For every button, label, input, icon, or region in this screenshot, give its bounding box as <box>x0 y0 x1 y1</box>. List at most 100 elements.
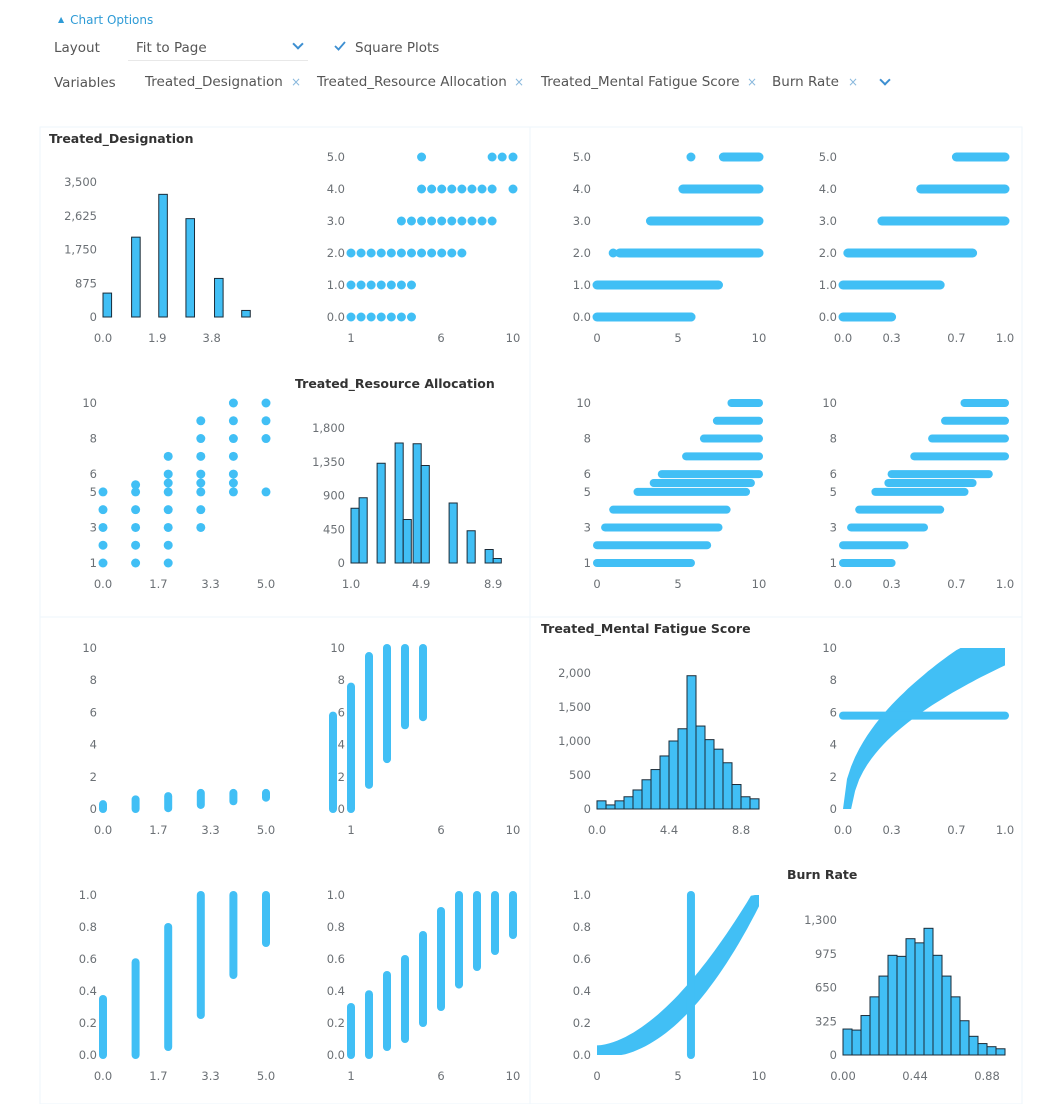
y-tick-label: 975 <box>815 947 837 961</box>
scatter-point <box>228 487 238 497</box>
histogram-bar <box>869 996 880 1056</box>
y-tick-label: 0 <box>338 556 345 570</box>
x-tick-label: 10 <box>506 1069 521 1083</box>
y-tick-label: 2.0 <box>819 246 837 260</box>
scatter-point <box>131 487 141 497</box>
y-tick-label: 4 <box>338 738 345 752</box>
x-tick-label: 5.0 <box>257 1069 275 1083</box>
x-tick-label: 8.9 <box>484 577 502 591</box>
scatter-point <box>356 248 366 258</box>
x-tick-label: 0.44 <box>902 1069 928 1083</box>
scatter-point <box>163 540 173 550</box>
variable-chip-burn-rate[interactable]: Burn Rate × <box>772 74 858 94</box>
x-tick-label: 0.0 <box>834 823 852 837</box>
y-tick-label: 3 <box>830 520 837 534</box>
histogram-bars <box>350 442 502 564</box>
scatter-point <box>477 216 487 226</box>
scatter-point <box>427 216 437 226</box>
histogram-bar <box>632 789 643 810</box>
square-plots-label: Square Plots <box>355 40 440 56</box>
x-tick-label: 0.7 <box>947 331 965 345</box>
x-tick-label: 0 <box>593 577 600 591</box>
variable-chip-label: Treated_Mental Fatigue Score <box>541 74 740 90</box>
layout-select[interactable]: Fit to Page <box>128 36 308 61</box>
remove-chip-icon[interactable]: × <box>848 75 859 89</box>
y-tick-label: 1.0 <box>819 278 837 292</box>
y-tick-label: 0.6 <box>327 952 345 966</box>
y-tick-label: 1 <box>90 556 97 570</box>
y-tick-label: 0.0 <box>327 1048 345 1062</box>
y-tick-label: 2.0 <box>573 246 591 260</box>
scatter-points <box>839 399 1009 567</box>
histogram-bar <box>131 236 141 318</box>
scatter-points <box>99 788 270 813</box>
scatter-point <box>437 216 447 226</box>
scatter-point <box>406 312 416 322</box>
scatter-point <box>131 540 141 550</box>
x-tick-label: 0.0 <box>94 1069 112 1083</box>
variable-chip-resource-allocation[interactable]: Treated_Resource Allocation × <box>317 74 524 94</box>
y-tick-label: 5 <box>90 485 97 499</box>
histogram-title: Treated_Mental Fatigue Score <box>541 621 751 637</box>
chart-options-toggle[interactable]: ▲ Chart Options <box>58 13 153 27</box>
scatter-point <box>437 248 447 258</box>
variable-chip-label: Treated_Designation <box>145 74 283 90</box>
x-tick-label: 10 <box>506 823 521 837</box>
y-tick-label: 0.6 <box>573 952 591 966</box>
histogram-bar <box>185 218 196 318</box>
y-tick-label: 1.0 <box>327 888 345 902</box>
y-tick-label: 1.0 <box>573 888 591 902</box>
histogram-bar <box>713 748 724 810</box>
scatter-point <box>196 434 206 444</box>
remove-chip-icon[interactable]: × <box>514 75 525 89</box>
scatter-point <box>131 480 141 490</box>
x-tick-label: 1.0 <box>342 577 360 591</box>
histogram-bar <box>358 497 368 564</box>
histogram-bar <box>484 549 494 564</box>
scatter-point <box>228 398 238 408</box>
scatter-point <box>508 152 518 162</box>
scatter-point <box>98 558 108 568</box>
y-tick-label: 0.8 <box>79 920 97 934</box>
histogram-bar <box>959 1020 970 1056</box>
x-tick-label: 0.0 <box>94 823 112 837</box>
histogram-bar <box>740 796 751 810</box>
histogram-title: Burn Rate <box>787 867 857 882</box>
cell-3-0: 0.0 0.2 0.4 0.6 0.8 1.0 0.0 1.7 3.3 5.0 <box>79 888 275 1083</box>
y-tick-label: 3.0 <box>819 214 837 228</box>
y-tick-label: 450 <box>323 522 345 536</box>
x-tick-label: 0.0 <box>834 331 852 345</box>
check-icon <box>334 41 346 51</box>
histogram-bar <box>448 502 458 564</box>
x-tick-label: 0.3 <box>882 331 900 345</box>
layout-label: Layout <box>54 40 100 56</box>
histogram-bar <box>158 193 168 318</box>
histogram-bar <box>596 800 607 810</box>
y-tick-label: 0 <box>90 310 97 324</box>
y-tick-label: 10 <box>822 641 837 655</box>
scatter-point <box>228 434 238 444</box>
histogram-bar <box>986 1046 997 1056</box>
remove-chip-icon[interactable]: × <box>747 75 758 89</box>
scatter-point <box>356 312 366 322</box>
y-tick-label: 0.8 <box>573 920 591 934</box>
histogram-bar <box>412 443 422 564</box>
scatter-point <box>228 451 238 461</box>
y-tick-label: 1,500 <box>558 700 591 714</box>
scatter-point <box>196 522 206 532</box>
variable-chip-mental-fatigue[interactable]: Treated_Mental Fatigue Score × <box>541 74 757 94</box>
collapse-triangle-icon: ▲ <box>58 15 65 24</box>
y-tick-label: 5.0 <box>327 150 345 164</box>
scatter-curve-band <box>597 895 759 1055</box>
y-tick-label: 1.0 <box>327 278 345 292</box>
histogram-bar <box>650 769 661 810</box>
square-plots-checkbox[interactable] <box>334 40 346 52</box>
histogram-bar <box>842 1028 853 1056</box>
scatter-points <box>329 644 427 813</box>
remove-chip-icon[interactable]: × <box>291 75 302 89</box>
scatter-point <box>396 312 406 322</box>
y-tick-label: 3.0 <box>573 214 591 228</box>
histogram-bar <box>878 975 889 1056</box>
variable-chip-designation[interactable]: Treated_Designation × <box>145 74 301 94</box>
